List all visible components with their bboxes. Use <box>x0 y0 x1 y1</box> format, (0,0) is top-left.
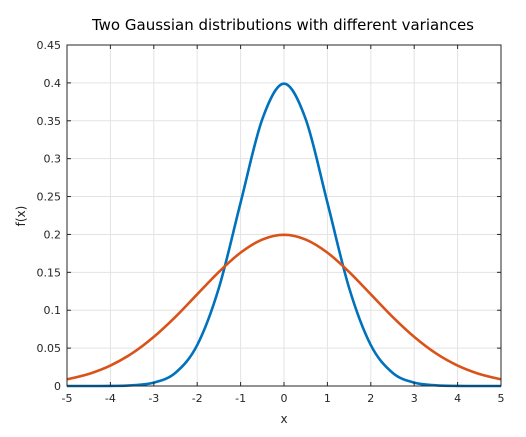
x-tick-label: 1 <box>324 392 331 405</box>
x-tick-labels: -5 -4 -3 -2 -1 0 1 2 3 4 5 <box>62 392 505 405</box>
x-tick-label: -5 <box>62 392 73 405</box>
series-line-1 <box>66 82 502 388</box>
y-tick-label: 0.2 <box>44 228 62 241</box>
x-tick-label: -4 <box>105 392 116 405</box>
chart-title: Two Gaussian distributions with differen… <box>91 16 474 34</box>
y-tick-label: 0.45 <box>37 39 62 52</box>
x-tick-label: 5 <box>498 392 505 405</box>
grid-layer <box>66 44 502 387</box>
x-tick-label: 2 <box>367 392 374 405</box>
x-tick-label: 3 <box>411 392 418 405</box>
x-tick-label: -3 <box>148 392 159 405</box>
series-layer <box>66 82 502 388</box>
y-tick-label: 0.05 <box>37 342 62 355</box>
x-tick-label: 4 <box>454 392 461 405</box>
y-tick-label: 0.1 <box>44 304 62 317</box>
y-tick-label: 0 <box>54 380 61 393</box>
series-line-2 <box>66 233 502 381</box>
y-tick-labels: 0 0.05 0.1 0.15 0.2 0.25 0.3 0.35 0.4 0.45 <box>37 39 62 393</box>
y-tick-label: 0.4 <box>44 77 62 90</box>
y-tick-label: 0.25 <box>37 191 62 204</box>
tick-layer <box>66 44 502 387</box>
y-tick-label: 0.3 <box>44 153 62 166</box>
x-axis-label: x <box>280 412 287 426</box>
y-tick-label: 0.15 <box>37 266 62 279</box>
x-tick-label: -2 <box>192 392 203 405</box>
x-tick-label: -1 <box>235 392 246 405</box>
x-tick-label: 0 <box>281 392 288 405</box>
y-axis-label: f(x) <box>14 206 28 227</box>
y-tick-label: 0.35 <box>37 115 62 128</box>
